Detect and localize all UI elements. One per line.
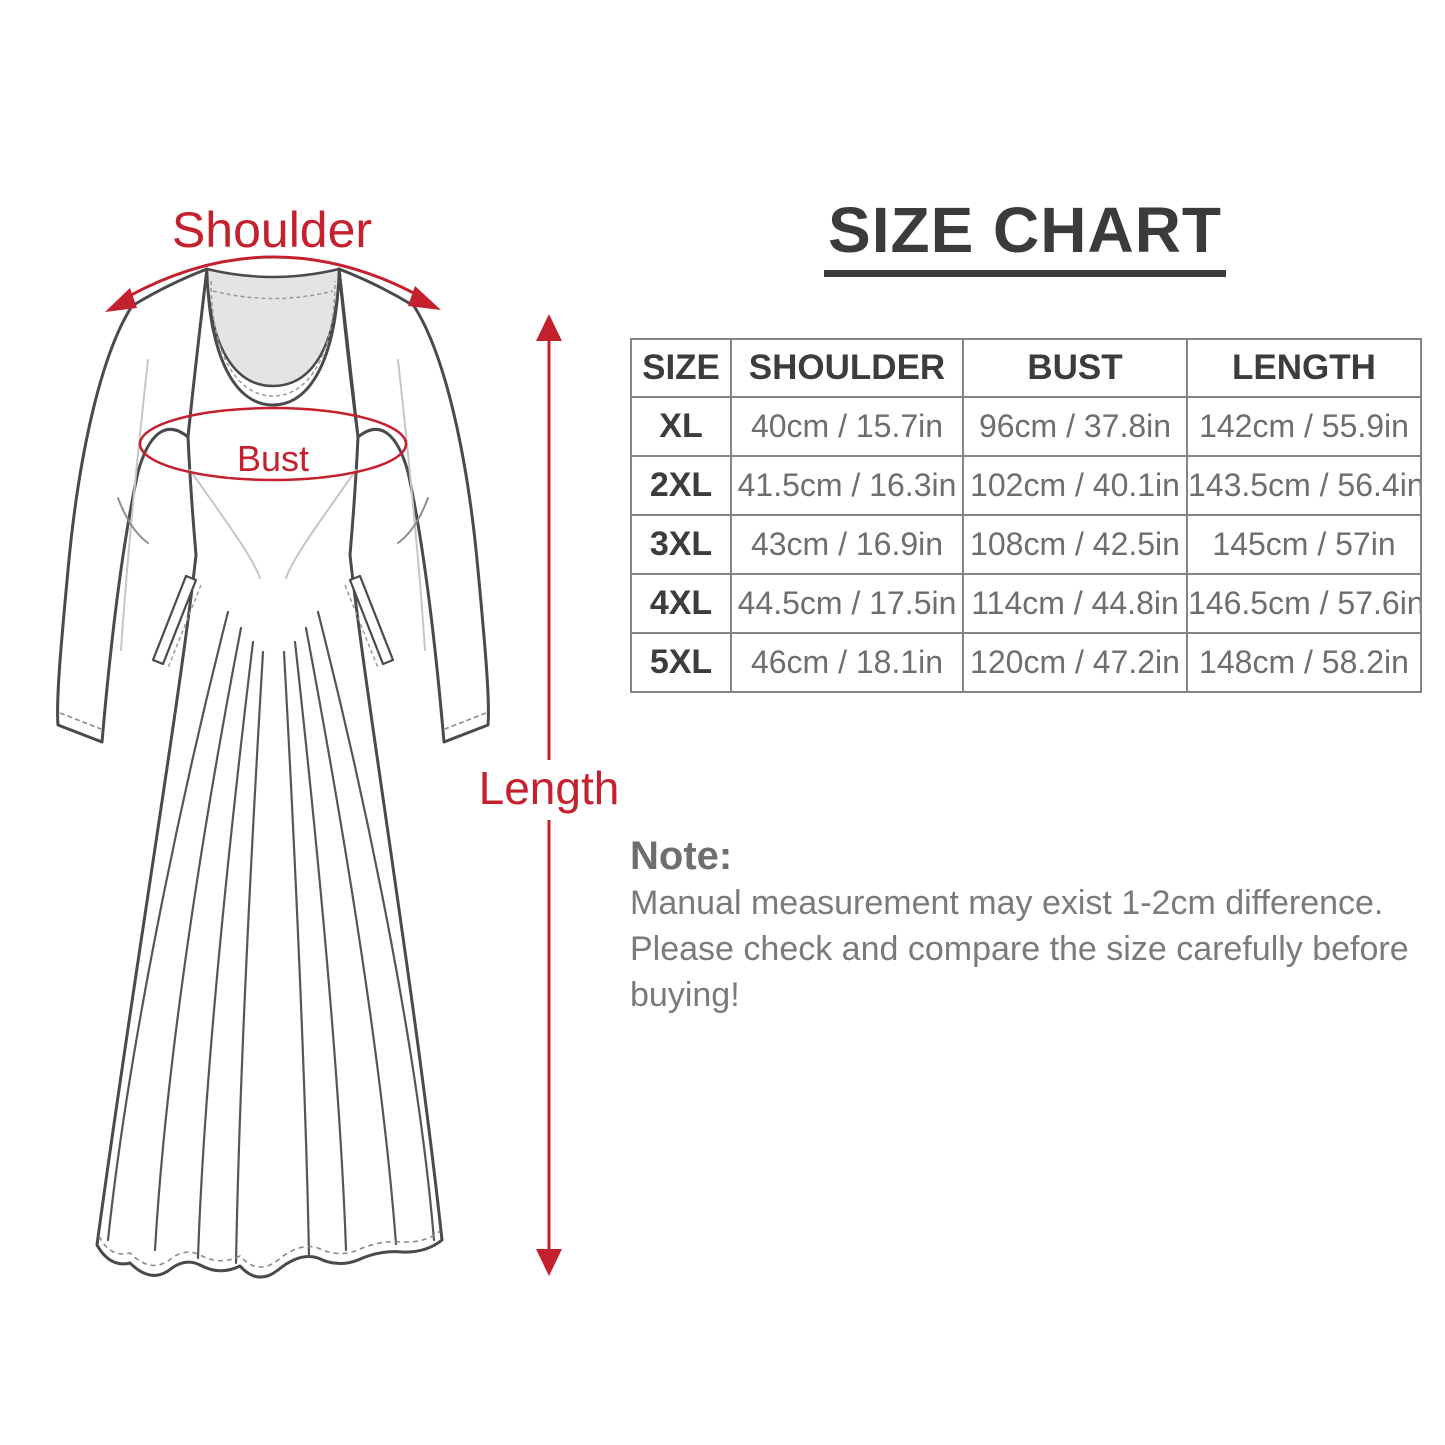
note-heading: Note: (630, 834, 733, 878)
cell-shoulder: 43cm / 16.9in (730, 514, 964, 575)
cell-length: 145cm / 57in (1186, 514, 1422, 575)
cell-length: 146.5cm / 57.6in (1186, 573, 1422, 634)
cell-shoulder: 46cm / 18.1in (730, 632, 964, 693)
header-length: LENGTH (1186, 338, 1422, 398)
note-line: Manual measurement may exist 1-2cm diffe… (630, 884, 1384, 922)
drape-lines (120, 359, 426, 651)
bust-measure-ellipse (138, 406, 408, 482)
page-title: SIZE CHART (824, 198, 1226, 277)
cell-bust: 96cm / 37.8in (962, 396, 1188, 457)
shoulder-arrowhead-left (105, 288, 137, 312)
table-row: 2XL 41.5cm / 16.3in 102cm / 40.1in 143.5… (630, 455, 1422, 516)
bust-label: Bust (237, 438, 309, 479)
note-line: buying! (630, 976, 740, 1014)
length-arrowhead-top (536, 314, 562, 341)
dress-body-outline (95, 267, 444, 1279)
cell-shoulder: 40cm / 15.7in (730, 396, 964, 457)
cell-size: 5XL (630, 632, 732, 693)
table-row: 5XL 46cm / 18.1in 120cm / 47.2in 148cm /… (630, 632, 1422, 693)
dress-measurement-diagram: Shoulder Bust Length (56, 202, 619, 1279)
size-table-header-row: SIZE SHOULDER BUST LENGTH (630, 338, 1422, 398)
header-bust: BUST (962, 338, 1188, 398)
neckline-stitching (210, 280, 336, 397)
cell-length: 148cm / 58.2in (1186, 632, 1422, 693)
cell-size: 2XL (630, 455, 732, 516)
neckline-inset (205, 267, 341, 388)
underarm-creases (117, 497, 429, 544)
pocket-stitching (167, 584, 379, 669)
cell-bust: 114cm / 44.8in (962, 573, 1188, 634)
title-wrap: SIZE CHART (630, 198, 1420, 277)
cell-bust: 120cm / 47.2in (962, 632, 1188, 693)
cell-shoulder: 41.5cm / 16.3in (730, 455, 964, 516)
cell-length: 143.5cm / 56.4in (1186, 455, 1422, 516)
skirt-pleat-lines (106, 610, 436, 1265)
cell-length: 142cm / 55.9in (1186, 396, 1422, 457)
cuff-stitching (59, 712, 487, 730)
shoulder-arrowhead-right (408, 286, 441, 310)
pocket-welts (151, 574, 395, 666)
cell-bust: 108cm / 42.5in (962, 514, 1188, 575)
length-arrowhead-bottom (536, 1249, 562, 1276)
bust-label-backing (228, 441, 318, 477)
cell-bust: 102cm / 40.1in (962, 455, 1188, 516)
table-row: 3XL 43cm / 16.9in 108cm / 42.5in 145cm /… (630, 514, 1422, 575)
cell-size: 4XL (630, 573, 732, 634)
shoulder-measure-arrow (121, 255, 424, 302)
cell-shoulder: 44.5cm / 17.5in (730, 573, 964, 634)
header-shoulder: SHOULDER (730, 338, 964, 398)
length-label: Length (479, 762, 620, 814)
shoulder-label: Shoulder (172, 202, 372, 258)
table-row: XL 40cm / 15.7in 96cm / 37.8in 142cm / 5… (630, 396, 1422, 457)
size-table: SIZE SHOULDER BUST LENGTH XL 40cm / 15.7… (630, 338, 1422, 693)
header-size: SIZE (630, 338, 732, 398)
measurement-annotations: Shoulder Bust Length (105, 202, 619, 1276)
hem-stitch-line (98, 1230, 441, 1268)
cell-size: 3XL (630, 514, 732, 575)
note-line: Please check and compare the size carefu… (630, 930, 1409, 968)
note-section: Note: Manual measurement may exist 1-2cm… (630, 832, 1440, 1018)
cell-size: XL (630, 396, 732, 457)
table-row: 4XL 44.5cm / 17.5in 114cm / 44.8in 146.5… (630, 573, 1422, 634)
